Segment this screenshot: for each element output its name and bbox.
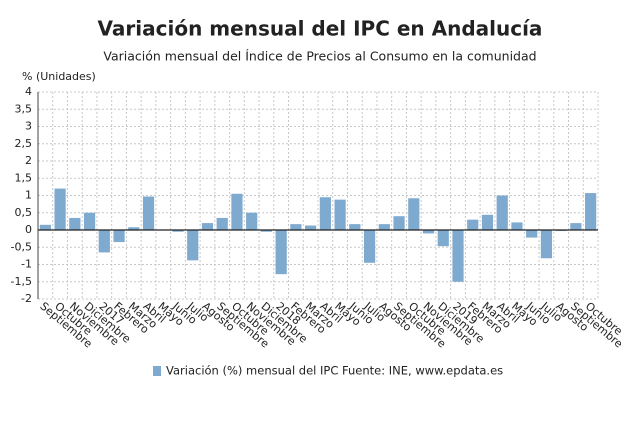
y-tick-label: 1 (25, 189, 32, 202)
y-tick-label: 3 (25, 120, 32, 133)
y-tick-label: -1,5 (11, 275, 32, 288)
bar (349, 224, 361, 230)
bar (540, 230, 553, 259)
y-tick-label: 3,5 (15, 102, 33, 115)
bar (467, 219, 479, 230)
y-tick-label: 0,5 (15, 206, 33, 219)
chart-title: Variación mensual del IPC en Andalucía (98, 17, 543, 41)
bar (570, 223, 582, 230)
bar (98, 230, 110, 253)
bar (393, 216, 405, 230)
bar (511, 222, 523, 230)
bar (260, 230, 273, 232)
bar (231, 193, 243, 230)
source: Fuente: INE, www.epdata.es (342, 364, 503, 378)
chart-subtitle: Variación mensual del Índice de Precios … (103, 49, 536, 64)
y-tick-label: 1,5 (15, 171, 33, 184)
y-tick-label: -2 (21, 292, 32, 305)
bar (128, 227, 140, 230)
y-tick-label: 0 (25, 223, 32, 236)
bar (378, 224, 390, 230)
y-tick-label: 2 (25, 154, 32, 167)
y-tick-label: -0,5 (11, 240, 32, 253)
bar (39, 224, 51, 230)
bar (452, 230, 464, 282)
bar (113, 230, 125, 243)
bar (422, 230, 435, 234)
bar (526, 230, 538, 238)
y-tick-label: -1 (21, 258, 32, 271)
bar (363, 230, 376, 263)
bar (54, 188, 66, 230)
bar (585, 193, 597, 230)
bar (496, 195, 508, 230)
y-tick-label: 4 (25, 85, 32, 98)
bar (201, 223, 214, 230)
bar (187, 230, 199, 261)
bar (69, 217, 81, 230)
y-axis-label: % (Unidades) (22, 70, 96, 83)
bar (319, 197, 331, 230)
bar (83, 212, 96, 230)
bar (481, 214, 494, 230)
legend-label: Variación (%) mensual del IPC (166, 364, 338, 378)
bar (408, 198, 420, 230)
bar (305, 225, 317, 230)
y-tick-label: 2,5 (15, 137, 33, 150)
bar (437, 230, 449, 247)
bar (172, 230, 184, 232)
bar (216, 217, 228, 230)
legend-swatch (153, 366, 161, 376)
bar (334, 199, 346, 230)
bar (275, 230, 287, 275)
bar (290, 224, 302, 230)
bar (246, 212, 258, 230)
bar (142, 196, 155, 230)
